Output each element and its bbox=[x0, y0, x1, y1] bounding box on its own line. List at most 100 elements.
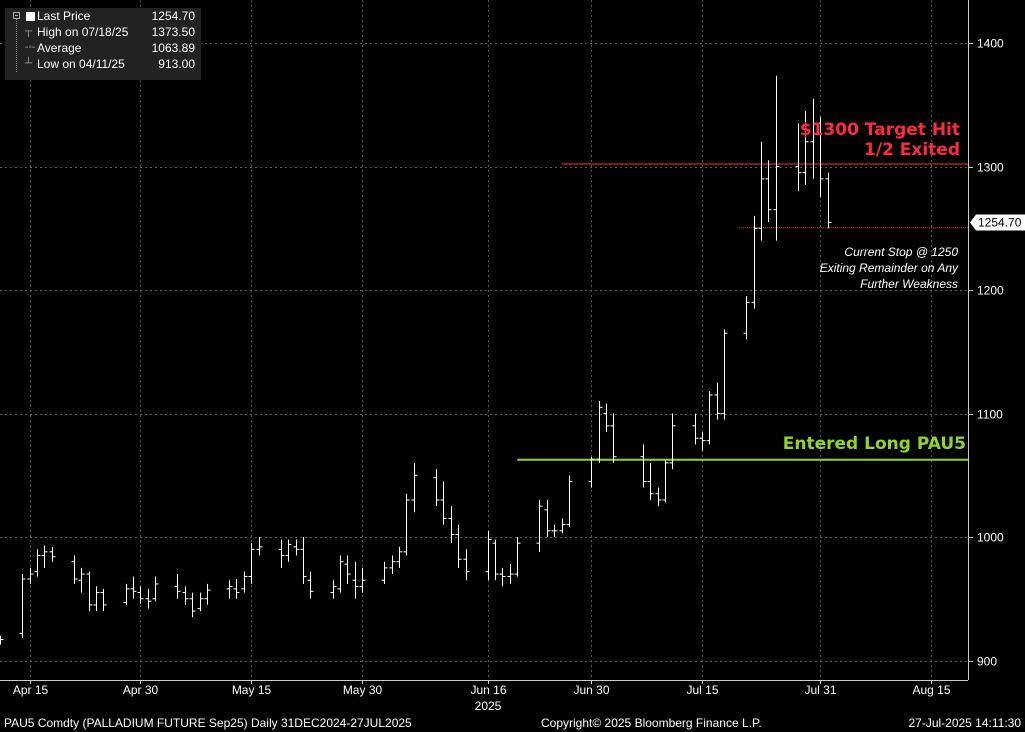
ohlc-bar bbox=[810, 98, 817, 179]
ohlc-bar bbox=[285, 539, 292, 562]
last-price-box bbox=[970, 214, 1025, 231]
ohlc-bar bbox=[352, 561, 359, 599]
legend-label: High on 07/18/25 bbox=[37, 25, 129, 39]
ohlc-bar bbox=[93, 586, 100, 612]
ohlc-bar bbox=[359, 567, 366, 593]
ohlc-bar bbox=[514, 537, 521, 577]
high-marker-icon: ┬ bbox=[25, 26, 33, 37]
legend-value: 1254.70 bbox=[151, 9, 195, 23]
target-annotation-text: 1/2 Exited bbox=[864, 140, 960, 160]
footer-timestamp: 27-Jul-2025 14:11:30 bbox=[908, 716, 1021, 730]
legend-label: Last Price bbox=[37, 9, 91, 23]
ohlc-bar bbox=[802, 110, 809, 186]
ohlc-bar bbox=[174, 574, 181, 599]
x-tick-label: Jul 15 bbox=[686, 683, 718, 697]
average-marker-icon: -◦- bbox=[25, 42, 36, 53]
ohlc-bar bbox=[640, 444, 647, 488]
ohlc-bar bbox=[300, 537, 307, 584]
ohlc-bar bbox=[307, 571, 314, 599]
ohlc-bar bbox=[278, 539, 285, 568]
y-tick-label: 1300 bbox=[977, 161, 1004, 175]
axes: 900 1000 1100 1200 1300 1400 Apr 15 Apr 30 May 1… bbox=[0, 0, 1025, 713]
legend-row-low: ┴ Low on 04/11/25 913.00 bbox=[5, 56, 201, 72]
x-tick-label: Jun 30 bbox=[573, 683, 609, 697]
ohlc-bar bbox=[544, 499, 551, 537]
ohlc-bar bbox=[551, 524, 558, 537]
ohlc-bar bbox=[248, 543, 255, 584]
ohlc-bar bbox=[137, 586, 144, 604]
ohlc-bar bbox=[152, 576, 159, 602]
legend-value: 1063.89 bbox=[151, 41, 195, 55]
target-annotation-text: $1300 Target Hit bbox=[800, 120, 960, 140]
stop-annotation-text: Further Weakness bbox=[860, 277, 958, 291]
ohlc-bar bbox=[204, 583, 211, 605]
ohlc-bar bbox=[49, 546, 56, 562]
legend-label: Low on 04/11/25 bbox=[37, 57, 125, 71]
ohlc-bar bbox=[241, 571, 248, 593]
x-tick-label: Apr 30 bbox=[123, 683, 159, 697]
ohlc-bar bbox=[647, 462, 654, 500]
x-tick-label: Aug 15 bbox=[912, 683, 950, 697]
ohlc-bar bbox=[19, 574, 26, 639]
ohlc-bar bbox=[610, 413, 617, 463]
ohlc-bars bbox=[0, 75, 832, 645]
ohlc-bar bbox=[34, 549, 41, 577]
ohlc-bar bbox=[78, 567, 85, 593]
ohlc-bar bbox=[499, 567, 506, 587]
ohlc-bar bbox=[448, 506, 455, 544]
stop-annotation-text: Exiting Remainder on Any bbox=[820, 261, 959, 275]
ohlc-bar bbox=[389, 555, 396, 575]
ohlc-bar bbox=[721, 329, 728, 420]
ohlc-bar bbox=[27, 567, 34, 584]
ohlc-bar bbox=[669, 413, 676, 470]
ohlc-bar bbox=[492, 539, 499, 581]
ohlc-bar bbox=[817, 117, 824, 198]
ohlc-bar bbox=[182, 586, 189, 605]
ohlc-bar bbox=[825, 172, 832, 229]
y-tick-label: 1100 bbox=[977, 408, 1003, 422]
ohlc-bar bbox=[455, 524, 462, 568]
ohlc-bar bbox=[485, 530, 492, 581]
x-tick-label: Jul 31 bbox=[804, 683, 836, 697]
legend-label: Average bbox=[37, 41, 82, 55]
ohlc-bar bbox=[655, 487, 662, 507]
ohlc-bar bbox=[714, 382, 721, 420]
ohlc-bar bbox=[337, 555, 344, 593]
ohlc-bar bbox=[596, 401, 603, 463]
ohlc-bar bbox=[662, 460, 669, 503]
ohlc-bar bbox=[197, 592, 204, 612]
ohlc-bar bbox=[743, 296, 750, 340]
ohlc-bar bbox=[0, 635, 4, 645]
stop-annotation-text: Current Stop @ 1250 bbox=[844, 245, 958, 259]
legend-tree-icon bbox=[13, 12, 20, 72]
ohlc-bar bbox=[189, 592, 196, 618]
ohlc-bar bbox=[751, 215, 758, 309]
ohlc-bar bbox=[226, 580, 233, 599]
ohlc-bar bbox=[588, 456, 595, 488]
ohlc-bar bbox=[536, 499, 543, 552]
ohlc-bar bbox=[795, 123, 802, 192]
ohlc-bar bbox=[706, 391, 713, 445]
ohlc-bar bbox=[344, 555, 351, 584]
ohlc-bar bbox=[699, 432, 706, 451]
ohlc-bar bbox=[403, 493, 410, 556]
ohlc-bar bbox=[293, 539, 300, 556]
ohlc-bar bbox=[463, 549, 470, 581]
y-tick-label: 1400 bbox=[977, 37, 1004, 51]
legend-value: 913.00 bbox=[158, 57, 195, 71]
ohlc-bar bbox=[100, 588, 107, 612]
ohlc-bar bbox=[381, 561, 388, 584]
ohlc-bar bbox=[123, 583, 130, 605]
y-tick-label: 1000 bbox=[977, 531, 1004, 545]
entry-annotation-text: Entered Long PAU5 bbox=[783, 434, 966, 454]
ohlc-bar bbox=[692, 413, 699, 445]
ohlc-bar bbox=[559, 518, 566, 534]
grid bbox=[0, 0, 968, 680]
ohlc-bar bbox=[396, 546, 403, 568]
ohlc-bar bbox=[130, 576, 137, 599]
x-tick-label: Jun 16 bbox=[470, 683, 506, 697]
footer-security-label: PAU5 Comdty (PALLADIUM FUTURE Sep25) Dai… bbox=[4, 716, 412, 730]
ohlc-bar bbox=[86, 571, 93, 612]
x-tick-label: Apr 15 bbox=[13, 683, 49, 697]
